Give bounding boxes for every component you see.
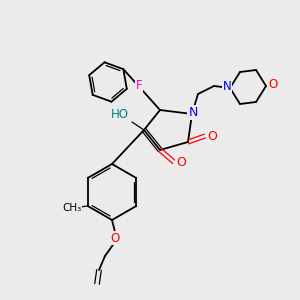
Text: O: O [176, 157, 186, 169]
Text: O: O [268, 79, 278, 92]
Text: N: N [223, 80, 231, 94]
Text: O: O [110, 232, 120, 244]
Text: F: F [136, 79, 142, 92]
Text: N: N [188, 106, 198, 118]
Text: O: O [207, 130, 217, 142]
Text: HO: HO [111, 107, 129, 121]
Text: CH₃: CH₃ [62, 203, 81, 213]
